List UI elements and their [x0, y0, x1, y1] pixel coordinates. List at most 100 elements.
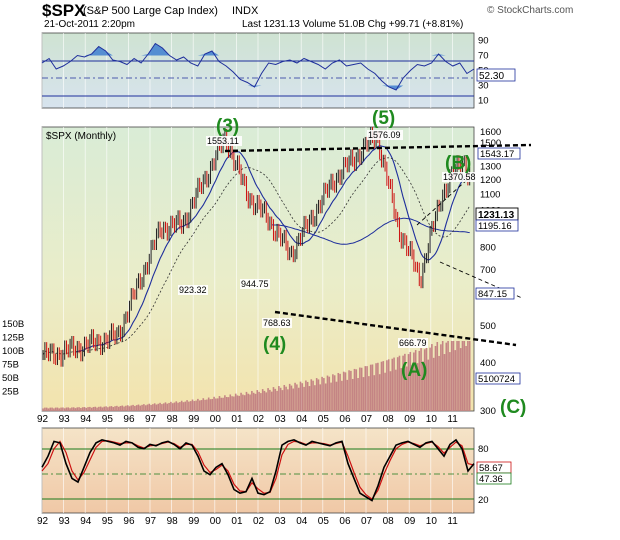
volume-bar — [409, 351, 412, 411]
volume-bar — [324, 383, 327, 411]
volume-bar — [224, 395, 226, 411]
volume-bar — [108, 406, 111, 411]
volume-bar — [360, 367, 363, 411]
volume-bar — [144, 405, 147, 411]
x-tick-label: 98 — [167, 516, 179, 527]
wave-label-c: (C) — [500, 397, 526, 418]
volume-bar — [339, 373, 341, 411]
volume-bar — [377, 362, 379, 411]
volume-bar — [263, 390, 266, 411]
volume-bar — [245, 391, 248, 411]
wave-label-3: (3) — [216, 116, 239, 137]
volume-bar — [71, 407, 73, 411]
volume-bar — [90, 407, 93, 411]
x-tick-label: 11 — [447, 414, 458, 425]
volume-bar — [157, 403, 160, 411]
price-tick: 500 — [480, 321, 496, 332]
volume-bar — [341, 380, 343, 411]
volume-bar — [202, 398, 205, 411]
rsi-overbought-fill — [42, 43, 474, 56]
volume-bar — [348, 370, 350, 411]
volume-bar — [164, 402, 167, 411]
x-tick-label: 93 — [59, 414, 71, 425]
volume-bar — [114, 406, 116, 411]
x-tick-label: 06 — [339, 414, 351, 425]
volume-bar — [369, 364, 372, 411]
moving-average-slow — [271, 217, 470, 245]
osc-tick: 20 — [478, 495, 489, 506]
volume-bar — [67, 407, 70, 411]
upper-band-callout: 1543.17 — [477, 147, 521, 160]
volume-bar — [395, 369, 397, 411]
volume-bar — [211, 398, 214, 411]
volume-bar — [407, 354, 410, 411]
volume-bar — [288, 383, 291, 411]
volume-bar — [80, 408, 82, 411]
x-tick-label: 97 — [145, 516, 157, 527]
volume-bar — [287, 389, 289, 411]
volume-bar — [171, 403, 174, 411]
volume-bar — [135, 405, 138, 411]
volume-bar — [175, 401, 178, 411]
price-tick: 800 — [480, 243, 496, 254]
volume-bar — [308, 386, 311, 411]
volume-bar — [463, 341, 466, 411]
volume-bar — [312, 380, 314, 411]
volume-bar — [441, 341, 444, 411]
volume-bar — [265, 392, 268, 411]
volume-bar — [78, 407, 80, 411]
volume-bar — [306, 381, 309, 411]
volume-bar — [330, 382, 332, 411]
volume-bar — [350, 370, 352, 411]
volume-bar — [150, 404, 152, 411]
volume-bar — [333, 375, 336, 411]
x-axis-lower: 92 93 94 95 96 97 98 99 00 01 02 03 04 05 06 07 08 09 10 11 — [37, 516, 458, 527]
volume-bar — [182, 402, 185, 411]
x-tick-label: 96 — [123, 414, 135, 425]
volume-bar — [267, 388, 269, 411]
volume-bar — [301, 383, 304, 411]
price-label-1370: 1370.58 — [442, 172, 478, 182]
volume-bar — [423, 349, 426, 411]
volume-bar — [85, 407, 88, 411]
volume-bar — [393, 357, 395, 411]
volume-bar — [92, 406, 95, 411]
volume-tick: 75B — [2, 360, 19, 371]
volume-bar — [396, 357, 399, 411]
volume-bar — [373, 375, 376, 411]
volume-bar — [65, 407, 68, 411]
volume-bar — [98, 406, 100, 411]
svg-text:666.79: 666.79 — [399, 338, 427, 348]
svg-text:923.32: 923.32 — [179, 285, 207, 295]
brand-watermark: © StockCharts.com — [487, 5, 574, 16]
volume-bar — [294, 382, 296, 411]
volume-bar — [274, 388, 277, 411]
price-label-768: 768.63 — [262, 318, 292, 328]
volume-bars — [42, 341, 471, 411]
channel-line-lower — [439, 261, 523, 299]
volume-bar — [76, 407, 79, 411]
volume-bar — [440, 344, 442, 411]
volume-bar — [254, 393, 257, 411]
volume-bar — [141, 404, 143, 411]
volume-bar — [278, 386, 280, 411]
price-tick: 1100 — [480, 190, 500, 201]
volume-bar — [364, 366, 367, 411]
x-tick-label: 04 — [296, 516, 308, 527]
volume-bar — [96, 407, 98, 411]
x-tick-label: 00 — [210, 414, 222, 425]
volume-bar — [195, 400, 197, 411]
volume-bar — [445, 342, 448, 411]
volume-bar — [467, 341, 469, 411]
volume-bar — [186, 400, 188, 411]
volume-bar — [218, 396, 221, 411]
price-tick: 700 — [480, 265, 496, 276]
index-tag: INDX — [232, 5, 259, 17]
x-tick-label: 06 — [339, 516, 351, 527]
volume-bar — [314, 385, 316, 411]
volume-bar — [193, 401, 196, 411]
volume-bar — [81, 407, 84, 411]
volume-bar — [344, 372, 347, 411]
volume-bar — [368, 376, 370, 411]
volume-bar — [261, 389, 264, 411]
